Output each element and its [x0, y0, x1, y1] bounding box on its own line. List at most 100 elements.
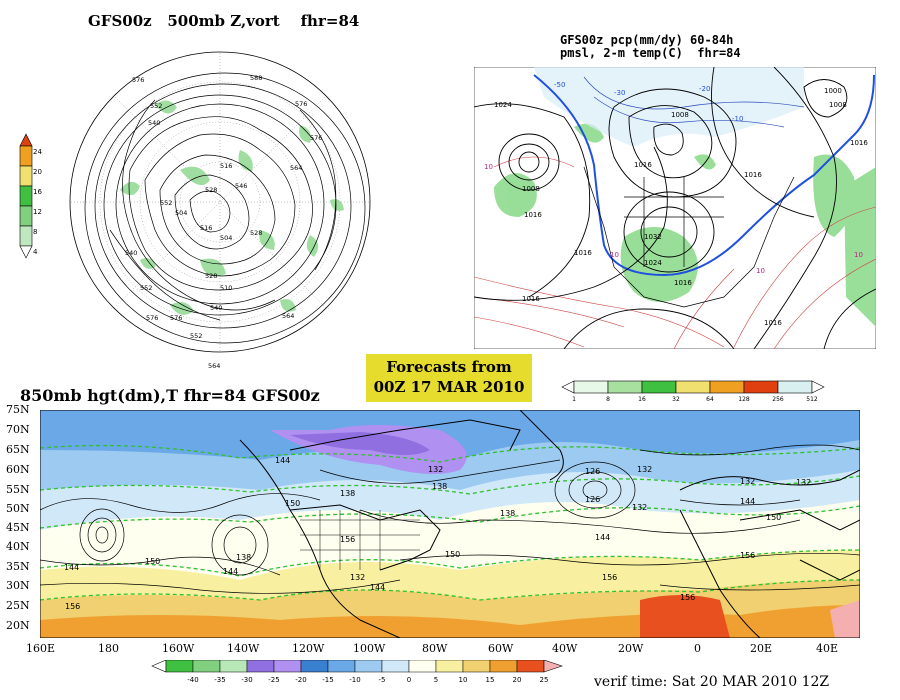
height-label: 144 — [64, 563, 79, 572]
colorbar-label: 10 — [459, 676, 468, 684]
lon-label: 20E — [750, 642, 773, 655]
colorbar-label: 16 — [33, 188, 42, 196]
colorbar-label: -10 — [349, 676, 360, 684]
temp-label: 10 — [484, 163, 493, 171]
contour-label: 504 — [175, 209, 187, 217]
longitude-axis: 160E 180 160W 140W 120W 100W 80W 60W 40W… — [20, 642, 880, 656]
lat-label: 35N — [6, 560, 30, 573]
lat-label: 75N — [6, 403, 30, 416]
height-label: 132 — [796, 478, 811, 487]
temperature-colorbar: -40 -35 -30 -25 -20 -15 -10 -5 0 5 10 15… — [151, 660, 563, 684]
polar-vorticity-colorbar: 24 20 16 12 8 4 — [18, 132, 48, 264]
850mb-temperature-map: 144 138 132 138 138 150 132 132 132 126 … — [40, 410, 860, 638]
colorbar-label: 0 — [407, 676, 411, 684]
temp-label: -10 — [732, 115, 743, 123]
colorbar-label: 8 — [606, 396, 610, 403]
banner-line-2: 00Z 17 MAR 2010 — [373, 378, 525, 396]
height-label: 132 — [632, 503, 647, 512]
contour-label: 540 — [148, 119, 160, 127]
lon-label: 20W — [618, 642, 644, 655]
contour-label: 564 — [208, 362, 220, 370]
contour-label: 576 — [310, 134, 322, 142]
contour-label: 516 — [220, 162, 232, 170]
lon-label: 60W — [488, 642, 514, 655]
colorbar-label: 15 — [486, 676, 495, 684]
height-label: 150 — [766, 513, 781, 522]
height-label: 144 — [223, 567, 238, 576]
height-label: 150 — [285, 499, 300, 508]
height-label: 156 — [602, 573, 617, 582]
contour-label: 576 — [295, 100, 307, 108]
colorbar-label: -5 — [379, 676, 386, 684]
isobar-label: 1016 — [634, 161, 652, 169]
height-label: 132 — [637, 465, 652, 474]
na-map-title: GFS00z pcp(mm/dy) 60-84h pmsl, 2-m temp(… — [560, 33, 741, 60]
height-label: 144 — [740, 497, 755, 506]
lon-label: 160E — [26, 642, 56, 655]
isobar-label: 1016 — [764, 319, 782, 327]
height-label: 126 — [585, 495, 600, 504]
colorbar-label: 512 — [806, 396, 818, 403]
height-label: 138 — [500, 509, 515, 518]
isobar-label: 1016 — [522, 295, 540, 303]
contour-label: 504 — [220, 234, 232, 242]
height-label: 156 — [340, 535, 355, 544]
colorbar-label: 25 — [540, 676, 549, 684]
colorbar-label: 8 — [33, 228, 38, 236]
contour-label: 576 — [146, 314, 158, 322]
lat-label: 55N — [6, 483, 30, 496]
isobar-label: 1016 — [850, 139, 868, 147]
contour-label: 528 — [250, 229, 262, 237]
colorbar-label: 5 — [434, 676, 438, 684]
colorbar-label: 24 — [33, 148, 42, 156]
isobar-label: 1016 — [524, 211, 542, 219]
isobar-label: 1008 — [671, 111, 689, 119]
forecast-banner: Forecasts from 00Z 17 MAR 2010 — [366, 354, 532, 402]
contour-label: 576 — [132, 76, 144, 84]
lat-label: 60N — [6, 463, 30, 476]
lat-label: 65N — [6, 443, 30, 456]
colorbar-label: 20 — [513, 676, 522, 684]
banner-line-1: Forecasts from — [386, 358, 512, 376]
lat-label: 20N — [6, 619, 30, 632]
colorbar-label: 20 — [33, 168, 42, 176]
contour-label: 528 — [205, 186, 217, 194]
contour-label: 540 — [210, 304, 222, 312]
height-label: 138 — [432, 482, 447, 491]
latitude-axis: 75N 70N 65N 60N 55N 50N 45N 40N 35N 30N … — [6, 403, 40, 643]
height-label: 144 — [275, 456, 290, 465]
na-pmsl-temp-map: 1024 1008 1016 1008 1016 1016 1032 1024 … — [474, 67, 876, 349]
temp-label: 10 — [756, 267, 765, 275]
colorbar-label: 1 — [572, 396, 576, 403]
lon-label: 180 — [98, 642, 119, 655]
contour-label: 576 — [170, 314, 182, 322]
colorbar-label: 256 — [772, 396, 784, 403]
colorbar-label: 4 — [33, 248, 38, 256]
height-label: 156 — [740, 551, 755, 560]
lon-label: 40E — [816, 642, 839, 655]
height-label: 150 — [445, 550, 460, 559]
contour-label: 588 — [250, 74, 262, 82]
isobar-label: 1016 — [744, 171, 762, 179]
colorbar-label: -40 — [187, 676, 198, 684]
850mb-map-title: 850mb hgt(dm),T fhr=84 GFS00z — [20, 386, 320, 405]
lon-label: 0 — [694, 642, 701, 655]
contour-label: 564 — [282, 312, 294, 320]
temp-label: 10 — [854, 251, 863, 259]
temp-label: -50 — [554, 81, 565, 89]
lon-label: 40W — [552, 642, 578, 655]
height-label: 138 — [340, 489, 355, 498]
contour-label: 528 — [205, 272, 217, 280]
lon-label: 100W — [353, 642, 386, 655]
precip-colorbar: 1 8 16 32 64 128 256 512 — [561, 380, 825, 403]
height-label: 132 — [740, 477, 755, 486]
height-label: 132 — [350, 573, 365, 582]
contour-label: 564 — [290, 164, 302, 172]
colorbar-label: 32 — [672, 396, 680, 403]
height-label: 144 — [370, 583, 385, 592]
lat-label: 30N — [6, 579, 30, 592]
polar-500mb-map: 576 588 576 552 540 516 528 546 564 576 … — [69, 51, 371, 370]
contour-label: 552 — [190, 332, 202, 340]
lat-label: 50N — [6, 502, 30, 515]
lon-label: 120W — [292, 642, 325, 655]
